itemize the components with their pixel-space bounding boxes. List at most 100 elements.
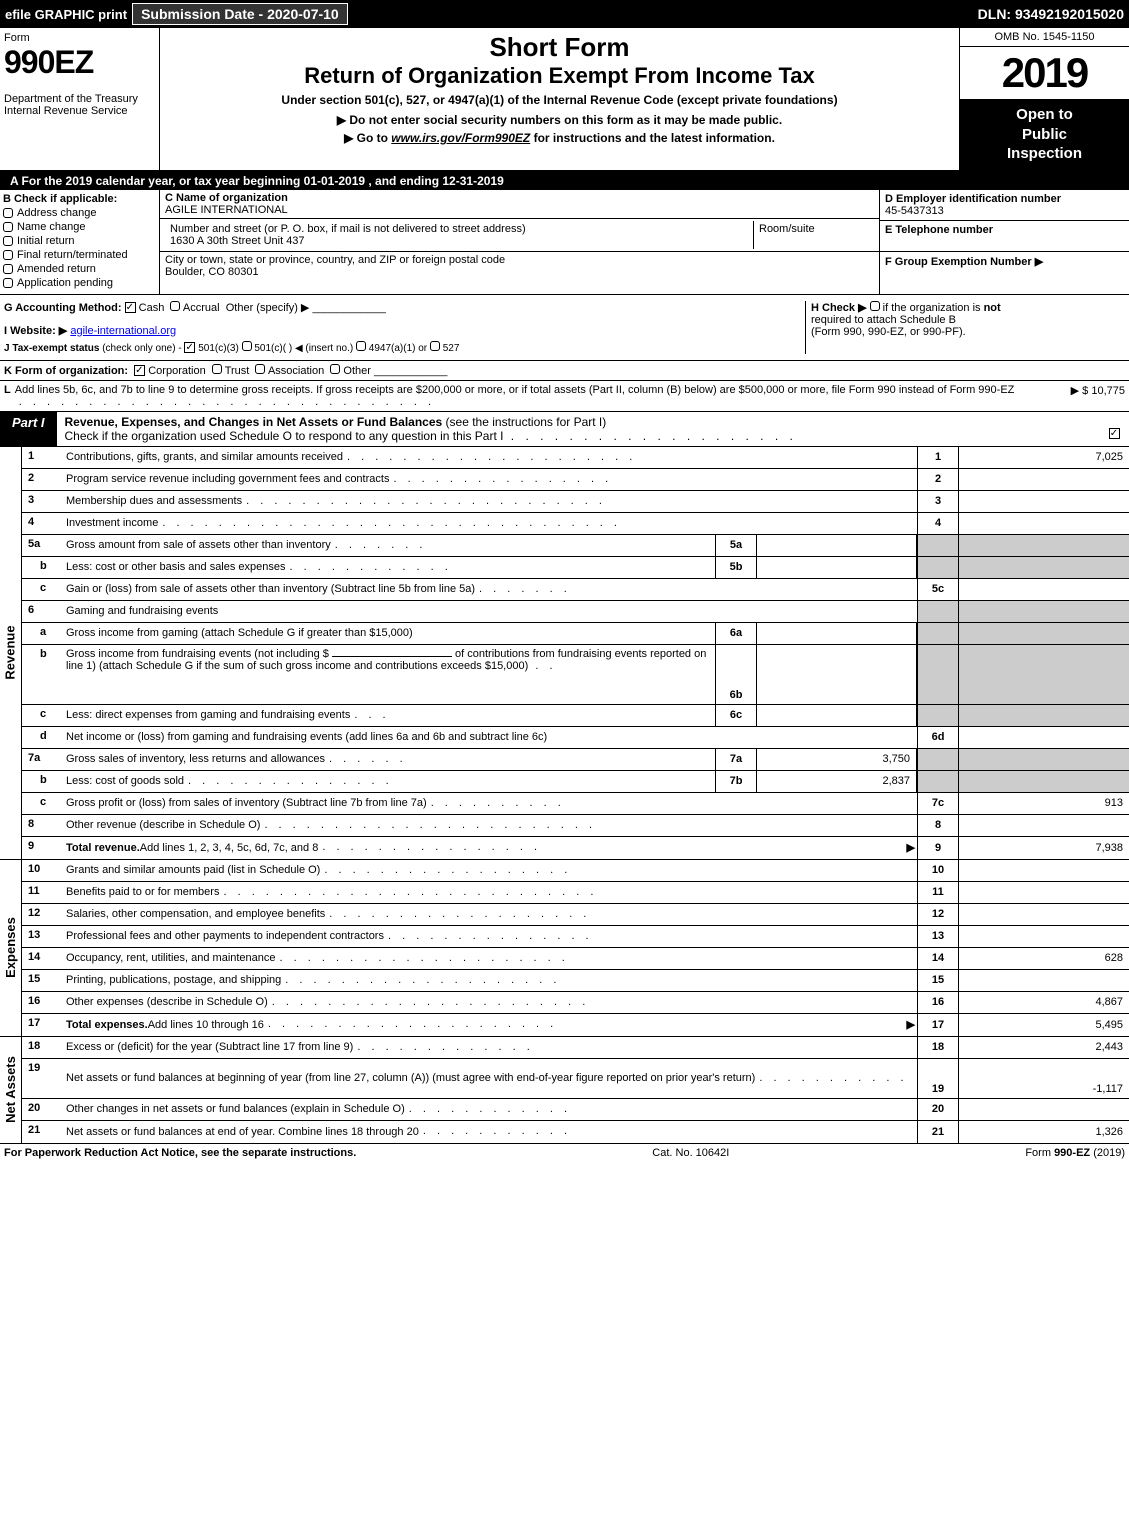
efile-label: efile GRAPHIC print	[5, 7, 127, 22]
line-12-value	[959, 904, 1129, 925]
line-15-value	[959, 970, 1129, 991]
check-name-change[interactable]: Name change	[3, 221, 156, 233]
section-g-label: G Accounting Method:	[4, 302, 122, 314]
footer-form-ref: Form 990-EZ (2019)	[1025, 1147, 1125, 1159]
section-c-label: C Name of organization	[165, 192, 874, 204]
line-8: 8 Other revenue (describe in Schedule O)…	[22, 815, 1129, 837]
section-j-label: J Tax-exempt status	[4, 343, 99, 354]
section-b-label: B Check if applicable:	[3, 193, 156, 205]
section-k-label: K Form of organization:	[4, 365, 128, 377]
section-h-label: H Check ▶	[811, 302, 867, 314]
website-link[interactable]: agile-international.org	[70, 325, 176, 337]
line-6c: c Less: direct expenses from gaming and …	[22, 705, 1129, 727]
line-10: 10 Grants and similar amounts paid (list…	[22, 860, 1129, 882]
line-7b: b Less: cost of goods sold. . . . . . . …	[22, 771, 1129, 793]
section-c: C Name of organization AGILE INTERNATION…	[160, 190, 879, 294]
line-6: 6 Gaming and fundraising events	[22, 601, 1129, 623]
status-527[interactable]	[430, 341, 440, 351]
accounting-cash-checkbox[interactable]	[125, 302, 136, 313]
instructions-link-row: ▶ Go to www.irs.gov/Form990EZ for instru…	[168, 131, 951, 145]
line-17-value: 5,495	[959, 1014, 1129, 1036]
check-final-return[interactable]: Final return/terminated	[3, 249, 156, 261]
expenses-side-label: Expenses	[0, 860, 22, 1036]
short-form-title: Short Form	[168, 32, 951, 63]
form-number: 990EZ	[4, 44, 155, 81]
part-1-header: Part I Revenue, Expenses, and Changes in…	[0, 412, 1129, 447]
line-6d: d Net income or (loss) from gaming and f…	[22, 727, 1129, 749]
line-13: 13 Professional fees and other payments …	[22, 926, 1129, 948]
line-19-value: -1,117	[959, 1059, 1129, 1098]
section-l: L Add lines 5b, 6c, and 7b to line 9 to …	[0, 381, 1129, 412]
section-l-label: L	[4, 384, 11, 408]
line-9-value: 7,938	[959, 837, 1129, 859]
line-4: 4 Investment income. . . . . . . . . . .…	[22, 513, 1129, 535]
check-address-change[interactable]: Address change	[3, 207, 156, 219]
line-7c: c Gross profit or (loss) from sales of i…	[22, 793, 1129, 815]
line-18-value: 2,443	[959, 1037, 1129, 1058]
section-b: B Check if applicable: Address change Na…	[0, 190, 160, 294]
section-g-h: G Accounting Method: Cash Accrual Other …	[0, 295, 1129, 361]
line-8-value	[959, 815, 1129, 836]
org-association[interactable]	[255, 364, 265, 374]
line-5a-value	[757, 535, 917, 556]
line-5c: c Gain or (loss) from sale of assets oth…	[22, 579, 1129, 601]
footer-paperwork: For Paperwork Reduction Act Notice, see …	[4, 1147, 356, 1159]
check-application-pending[interactable]: Application pending	[3, 277, 156, 289]
accounting-accrual-checkbox[interactable]	[170, 301, 180, 311]
line-20: 20 Other changes in net assets or fund b…	[22, 1099, 1129, 1121]
line-18: 18 Excess or (deficit) for the year (Sub…	[22, 1037, 1129, 1059]
line-10-value	[959, 860, 1129, 881]
under-section: Under section 501(c), 527, or 4947(a)(1)…	[168, 93, 951, 107]
street-address: 1630 A 30th Street Unit 437	[170, 235, 748, 247]
section-d-label: D Employer identification number	[885, 193, 1124, 205]
line-6b-value	[757, 645, 917, 704]
section-e-label: E Telephone number	[885, 224, 1124, 236]
line-15: 15 Printing, publications, postage, and …	[22, 970, 1129, 992]
expenses-section: Expenses 10 Grants and similar amounts p…	[0, 860, 1129, 1037]
line-13-value	[959, 926, 1129, 947]
dept-treasury: Department of the Treasury	[4, 93, 155, 105]
line-5c-value	[959, 579, 1129, 600]
line-1: 1 Contributions, gifts, grants, and simi…	[22, 447, 1129, 469]
line-3-value	[959, 491, 1129, 512]
line-11: 11 Benefits paid to or for members. . . …	[22, 882, 1129, 904]
line-2-value	[959, 469, 1129, 490]
top-bar: efile GRAPHIC print Submission Date - 20…	[0, 0, 1129, 28]
line-14-value: 628	[959, 948, 1129, 969]
org-trust[interactable]	[212, 364, 222, 374]
line-9: 9 Total revenue. Add lines 1, 2, 3, 4, 5…	[22, 837, 1129, 859]
ssn-warning: ▶ Do not enter social security numbers o…	[168, 113, 951, 127]
line-5b: b Less: cost or other basis and sales ex…	[22, 557, 1129, 579]
check-amended-return[interactable]: Amended return	[3, 263, 156, 275]
org-other[interactable]	[330, 364, 340, 374]
room-suite-label: Room/suite	[754, 221, 874, 249]
line-6c-value	[757, 705, 917, 726]
net-assets-section: Net Assets 18 Excess or (deficit) for th…	[0, 1037, 1129, 1144]
status-501c3[interactable]	[184, 342, 195, 353]
return-title: Return of Organization Exempt From Incom…	[168, 63, 951, 89]
page-footer: For Paperwork Reduction Act Notice, see …	[0, 1144, 1129, 1162]
line-21: 21 Net assets or fund balances at end of…	[22, 1121, 1129, 1143]
line-5b-value	[757, 557, 917, 578]
line-7b-value: 2,837	[757, 771, 917, 792]
line-6d-value	[959, 727, 1129, 748]
schedule-b-checkbox[interactable]	[870, 301, 880, 311]
omb-number: OMB No. 1545-1150	[960, 28, 1129, 47]
line-17: 17 Total expenses. Add lines 10 through …	[22, 1014, 1129, 1036]
section-i-label: I Website: ▶	[4, 325, 67, 337]
section-a-tax-year: A For the 2019 calendar year, or tax yea…	[0, 172, 1129, 190]
check-initial-return[interactable]: Initial return	[3, 235, 156, 247]
status-4947[interactable]	[356, 341, 366, 351]
line-16-value: 4,867	[959, 992, 1129, 1013]
line-12: 12 Salaries, other compensation, and emp…	[22, 904, 1129, 926]
open-to-public: Open to Public Inspection	[960, 99, 1129, 170]
line-6a: a Gross income from gaming (attach Sched…	[22, 623, 1129, 645]
org-name: AGILE INTERNATIONAL	[165, 204, 874, 216]
part-1-schedule-o-checkbox[interactable]	[1109, 428, 1120, 439]
tax-year: 2019	[960, 47, 1129, 99]
ein: 45-5437313	[885, 205, 1124, 217]
info-grid: B Check if applicable: Address change Na…	[0, 190, 1129, 295]
org-corporation[interactable]	[134, 365, 145, 376]
status-501c[interactable]	[242, 341, 252, 351]
instructions-link[interactable]: www.irs.gov/Form990EZ	[391, 131, 530, 145]
